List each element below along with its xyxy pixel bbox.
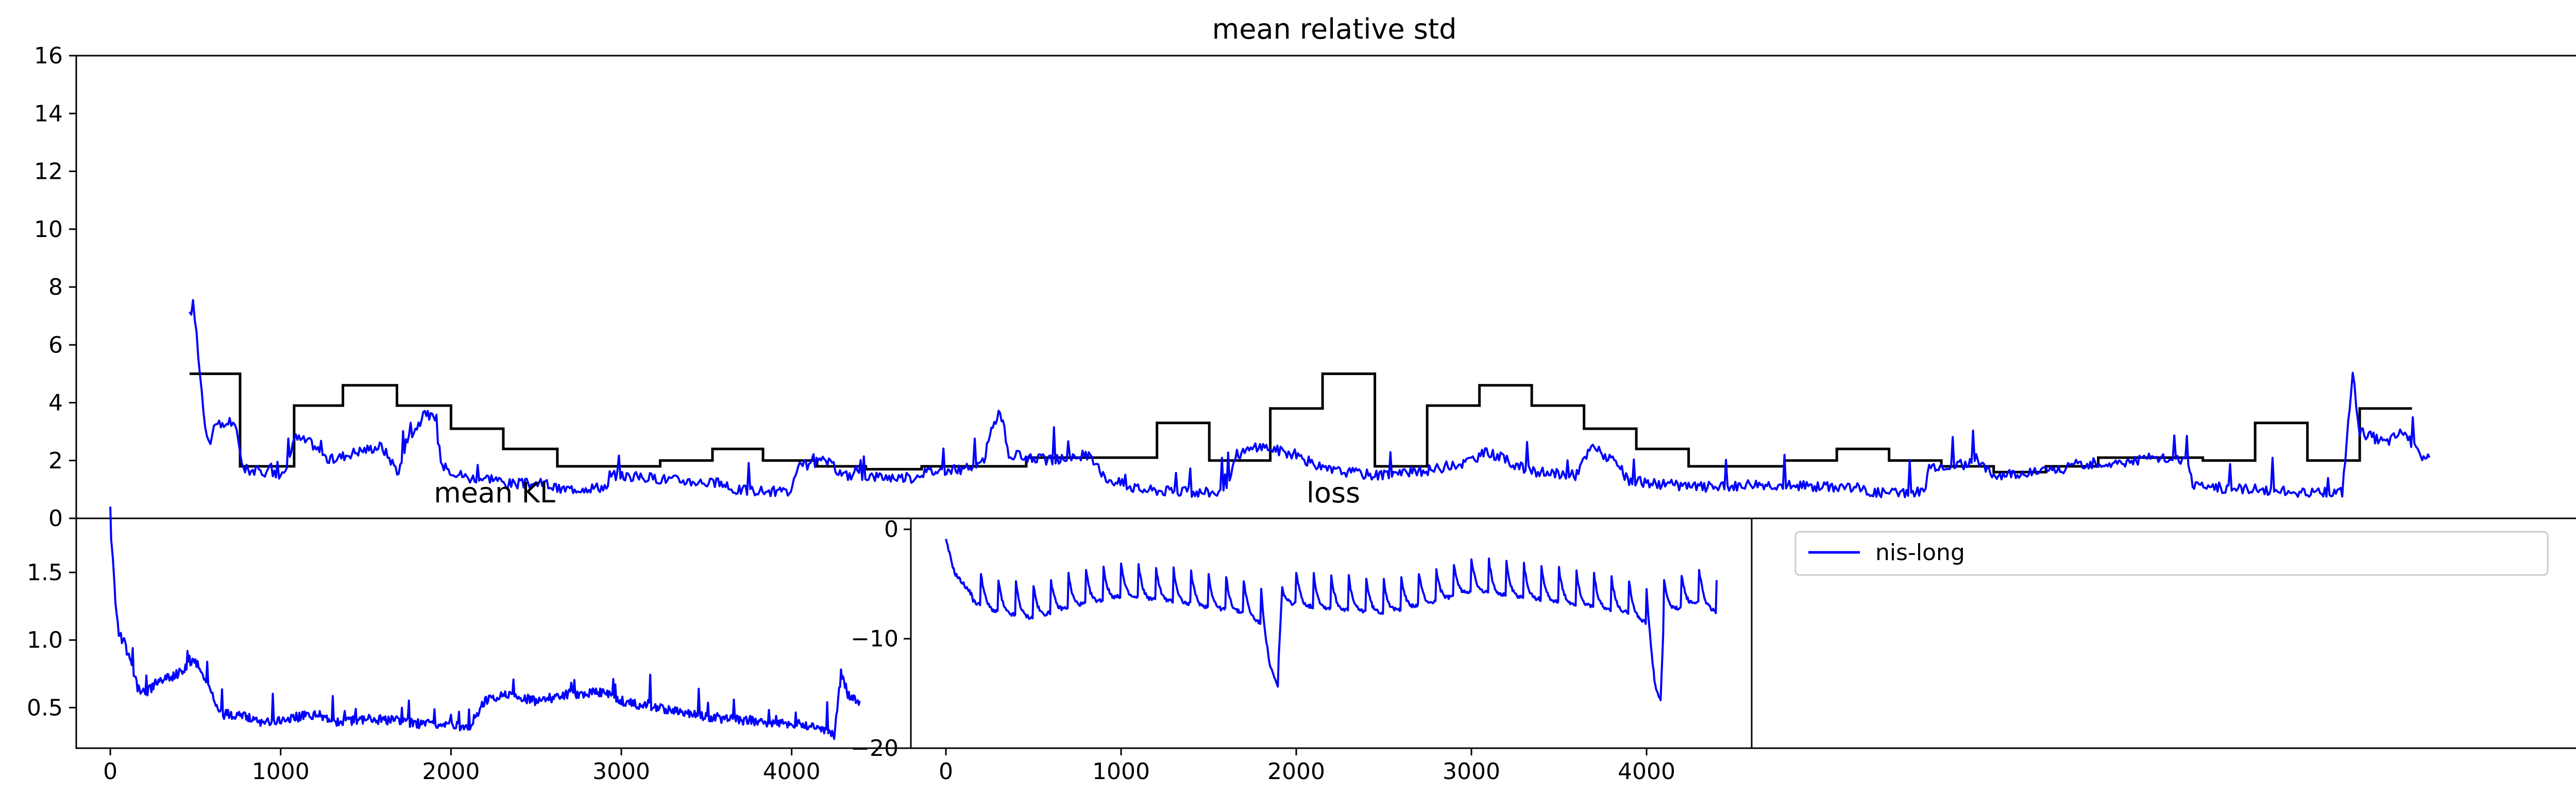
- bottom-middle-y-tick-label: −20: [851, 735, 899, 762]
- bottom-middle-panel-frame: [910, 517, 1753, 749]
- top-y-tick-label: 2: [48, 448, 63, 474]
- bottom-middle-x-tick-label: 4000: [1618, 758, 1675, 785]
- bottom-middle-x-tick-label: 0: [939, 758, 953, 785]
- top-y-tick-label: 10: [34, 216, 63, 243]
- top-y-tick-label: 16: [34, 43, 63, 69]
- top-y-axis: 0 2 4 6 8 10 12 14 16: [34, 43, 76, 532]
- bottom-left-title: mean KL: [434, 477, 555, 509]
- bottom-left-panel-mean-kl: 0.5 1.0 1.5 0 1000 2000 3000 4000 mean KL: [27, 477, 912, 785]
- bottom-left-x-tick-label: 4000: [763, 758, 821, 785]
- bottom-middle-y-tick-label: −10: [851, 626, 899, 652]
- top-y-tick-label: 0: [48, 505, 63, 532]
- bottom-left-y-tick-label: 1.5: [27, 560, 63, 586]
- bottom-middle-title: loss: [1307, 477, 1360, 509]
- bottom-middle-y-tick-label: 0: [884, 516, 899, 543]
- bottom-left-x-tick-label: 1000: [252, 758, 310, 785]
- top-series-step-line: [189, 372, 2412, 474]
- bottom-middle-series-group: [945, 538, 1718, 701]
- top-panel-mean-relative-std: mean relative std 0 2 4 6 8 10 12 14 16: [34, 13, 2576, 532]
- top-y-tick-label: 14: [34, 100, 63, 127]
- bottom-left-x-tick-label: 3000: [592, 758, 650, 785]
- bottom-left-y-tick-label: 1.0: [27, 627, 63, 653]
- bottom-middle-x-tick-label: 3000: [1443, 758, 1500, 785]
- legend-label-nis-long: nis-long: [1875, 539, 1965, 566]
- bottom-middle-x-tick-label: 2000: [1267, 758, 1325, 785]
- legend-box: [1794, 531, 2549, 576]
- top-y-tick-label: 12: [34, 159, 63, 185]
- top-panel-title: mean relative std: [1212, 13, 1457, 45]
- top-series-group: [189, 299, 2431, 498]
- bottom-left-x-tick-label: 2000: [422, 758, 480, 785]
- bottom-middle-axes: 0 −10 −20 0 1000 2000 3000 4000: [851, 516, 1675, 785]
- bottom-right-panel-frame: [1751, 517, 2576, 749]
- top-y-tick-label: 4: [48, 390, 63, 416]
- bottom-left-y-tick-label: 0.5: [27, 695, 63, 721]
- top-series-nis-long-line: [189, 299, 2431, 498]
- bottom-left-axes: 0.5 1.0 1.5 0 1000 2000 3000 4000: [27, 560, 821, 785]
- bottom-right-panel-legend: nis-long: [1751, 517, 2576, 749]
- bottom-left-series-nis-long-line: [109, 507, 861, 740]
- legend: nis-long: [1794, 531, 2549, 576]
- bottom-middle-panel-loss: 0 −10 −20 0 1000 2000 3000 4000 loss: [851, 477, 1753, 785]
- top-y-tick-label: 6: [48, 332, 63, 358]
- top-panel-frame: [75, 55, 2576, 519]
- bottom-middle-series-nis-long-line: [945, 538, 1718, 701]
- bottom-left-panel-frame: [75, 517, 912, 749]
- top-y-tick-label: 8: [48, 274, 63, 300]
- bottom-middle-x-tick-label: 1000: [1092, 758, 1150, 785]
- bottom-left-series-group: [109, 507, 861, 740]
- bottom-left-x-tick-label: 0: [103, 758, 117, 785]
